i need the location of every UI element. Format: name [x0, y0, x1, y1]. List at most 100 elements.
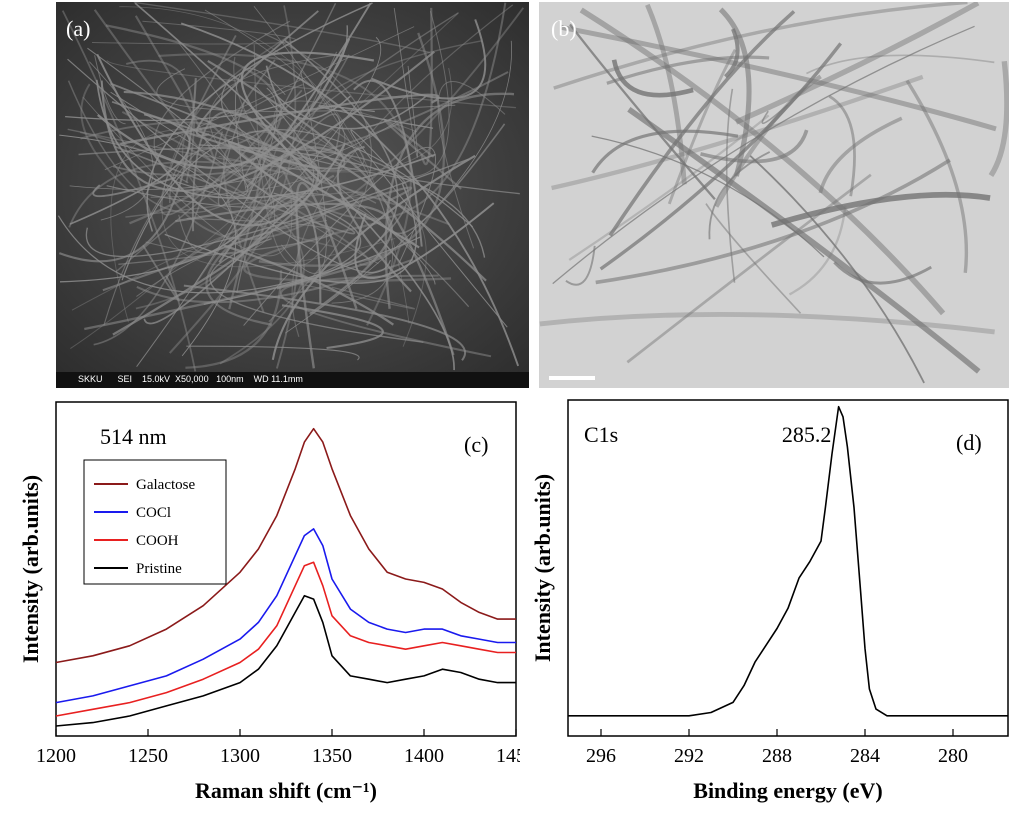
sem-fiber — [276, 39, 399, 290]
tem-fiber-bundle — [626, 173, 872, 364]
sem-fiber — [271, 154, 476, 361]
y-axis-label: Intensity (arb.units) — [530, 474, 555, 662]
tem-fiber-bundle — [627, 107, 981, 374]
sem-fiber — [209, 237, 424, 343]
tem-fiber-bundle — [718, 7, 752, 177]
sem-fiber — [278, 36, 382, 201]
sem-fiber — [70, 13, 459, 349]
raman-chart: 1200 1250 1300 1350 1400 1450 Raman shift (cm⁻… — [18, 401, 520, 803]
sem-fiber — [291, 4, 514, 337]
sem-fiber — [97, 38, 351, 169]
tem-fiber-bundle — [705, 203, 802, 314]
sem-fiber — [223, 244, 395, 326]
sem-fiber — [69, 120, 400, 190]
tem-fiber-bundle — [700, 129, 809, 164]
sem-fiber — [136, 258, 414, 304]
x-tick-label: 292 — [674, 745, 704, 767]
tem-fiber-bundle — [606, 55, 770, 85]
tem-fiber-texture — [539, 2, 1009, 388]
tem-fiber-bundle — [788, 205, 847, 296]
sem-fiber — [236, 192, 470, 308]
sem-fiber — [135, 5, 297, 310]
sem-fiber — [85, 158, 469, 258]
sem-fiber — [164, 7, 525, 240]
sem-fiber — [281, 304, 384, 350]
sem-fiber — [100, 50, 436, 192]
sem-fiber — [65, 25, 348, 121]
panel-a-label: (a) — [66, 16, 91, 41]
sem-fiber — [386, 123, 506, 235]
x-axis-label: Binding energy (eV) — [693, 778, 882, 803]
tem-fiber-bundle — [714, 74, 822, 208]
plot-frame — [567, 399, 1009, 737]
sem-fiber — [110, 82, 318, 169]
sem-fiber — [384, 92, 515, 309]
tem-fiber-bundle — [988, 60, 1009, 178]
sem-fiber — [104, 26, 415, 171]
legend-entry: Pristine — [136, 561, 182, 577]
sem-fiber — [82, 96, 293, 257]
sem-fiber — [125, 191, 365, 218]
sem-fiber — [164, 183, 418, 284]
sem-fiber — [153, 20, 290, 184]
tem-fiber-bundle — [725, 88, 736, 283]
tem-fiber-bundle — [565, 245, 596, 286]
sem-fiber — [118, 217, 334, 265]
sem-fiber — [278, 10, 450, 178]
tem-fiber-bundle — [833, 261, 932, 285]
sem-fiber — [67, 54, 350, 214]
xps-chart: 296 292 288 284 280 Binding energy (eV) Intens… — [530, 399, 1009, 803]
sem-fiber — [420, 7, 433, 166]
sem-fiber — [93, 131, 224, 346]
sem-fiber — [191, 110, 315, 232]
tem-fiber-bundle — [761, 104, 789, 124]
sem-fiber — [218, 195, 322, 304]
sem-fiber — [61, 10, 197, 372]
sem-fiber — [296, 154, 436, 285]
sem-fiber — [243, 147, 436, 326]
sem-fiber — [180, 22, 520, 367]
x-tick-label: 1200 — [36, 745, 76, 767]
tem-fiber-bundle — [749, 155, 925, 384]
sem-fiber — [80, 83, 130, 192]
tem-fiber-bundle — [667, 49, 737, 205]
tem-fiber-bundle — [591, 135, 825, 258]
sem-fiber — [102, 186, 413, 292]
tem-fiber-bundle — [551, 74, 924, 191]
sem-fiber — [217, 2, 337, 207]
sem-fiber — [294, 282, 415, 310]
sem-fiber — [183, 284, 467, 361]
tem-fiber-bundle — [552, 25, 975, 285]
sem-fiber — [103, 84, 303, 326]
sem-fiber — [78, 146, 409, 242]
sem-fiber — [281, 71, 327, 274]
tem-image-panel: (b) — [539, 2, 1009, 388]
tem-fiber-bundle — [539, 312, 995, 335]
tem-fiber-bundle — [591, 129, 739, 174]
annotation-label: 514 nm — [100, 424, 167, 449]
sem-fiber — [143, 191, 307, 325]
sem-fiber — [105, 24, 283, 225]
sem-fiber — [169, 147, 377, 204]
sem-fiber — [282, 2, 372, 140]
tem-fiber-bundle — [806, 54, 995, 75]
tem-fiber-bundle — [724, 28, 740, 79]
legend-entry: Galactose — [136, 477, 195, 493]
tem-fiber-bundle — [579, 7, 946, 316]
sem-fiber — [159, 35, 303, 216]
sem-fiber — [280, 274, 492, 358]
tem-fiber-bundle — [568, 114, 770, 261]
tem-fiber-bundle — [708, 151, 771, 240]
sem-fiber-texture — [56, 2, 529, 388]
sem-fiber — [253, 44, 331, 267]
legend-entry: COCl — [136, 505, 171, 521]
sem-fiber — [295, 181, 358, 369]
sem-fiber — [203, 192, 361, 305]
sem-fiber — [71, 196, 427, 347]
x-tick-label: 1250 — [128, 745, 168, 767]
tem-fiber-bundle — [553, 2, 968, 90]
sem-fiber — [285, 40, 512, 334]
tem-fiber-bundle — [770, 191, 991, 228]
tem-fiber-bundle — [611, 59, 694, 98]
sem-fiber — [161, 134, 396, 268]
